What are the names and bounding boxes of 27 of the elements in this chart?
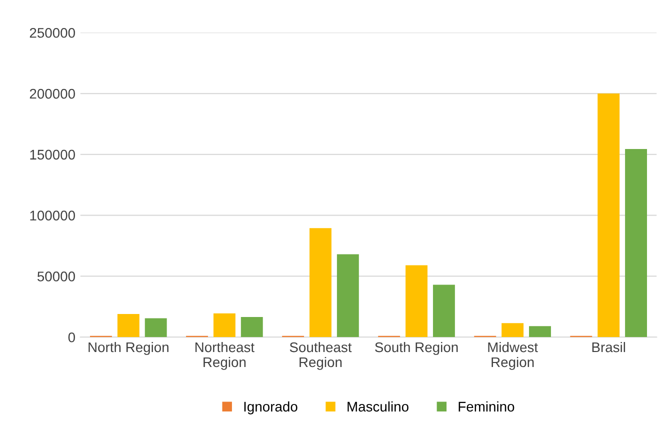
bar (598, 94, 620, 338)
bar (117, 314, 140, 338)
y-tick-label: 250000 (30, 28, 75, 38)
x-tick-label: North Region (88, 342, 168, 355)
bar (502, 323, 524, 338)
y-tick-label: 50000 (37, 272, 75, 282)
bar (625, 148, 647, 338)
bar (310, 228, 332, 338)
y-tick-label: 200000 (30, 88, 75, 99)
y-tick-label: 0 (68, 332, 75, 342)
x-tick-label: Midwest Region (488, 342, 538, 370)
bar (529, 326, 551, 338)
bar (144, 318, 167, 338)
y-tick-label: 100000 (30, 210, 75, 220)
x-tick-label: Northeast Region (195, 342, 254, 370)
bar (432, 284, 455, 338)
bar (213, 313, 236, 338)
legend-label: Feminino (458, 401, 514, 412)
x-tick-label: South Region (375, 342, 458, 355)
bar (406, 265, 428, 338)
legend-label: Ignorado (244, 401, 298, 414)
bar (240, 317, 263, 338)
y-tick-label: 150000 (30, 150, 75, 160)
legend-label: Masculino (348, 401, 408, 412)
x-tick-label: Brasil (592, 342, 626, 352)
bar (336, 254, 359, 338)
x-tick-label: Southeast Region (290, 342, 352, 370)
